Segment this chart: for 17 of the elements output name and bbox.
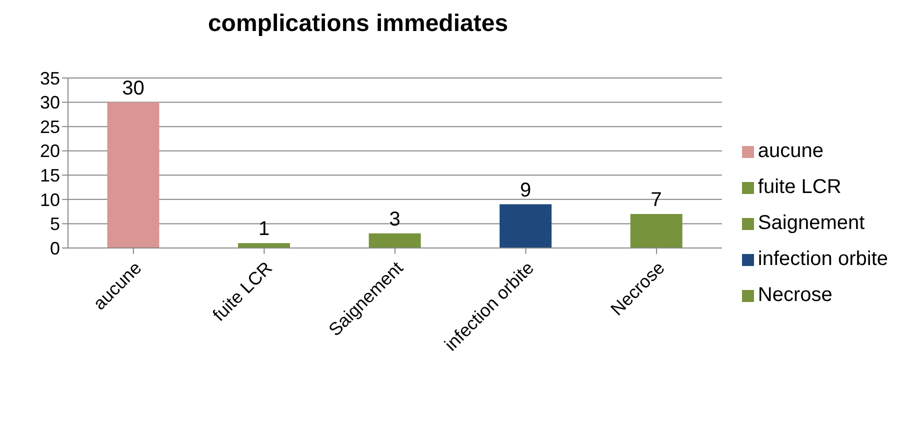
- y-tick-label: 0: [50, 238, 60, 258]
- legend-label: aucune: [758, 140, 824, 162]
- y-tick-label: 30: [40, 92, 60, 113]
- y-tick-label: 15: [40, 166, 60, 186]
- y-tick-label: 5: [50, 214, 60, 234]
- y-tick-label: 20: [40, 141, 60, 162]
- chart-title: complications immediates: [206, 10, 510, 38]
- y-tick-label: 35: [40, 68, 60, 88]
- legend-label: Saignement: [758, 212, 865, 234]
- y-tick-label: 10: [40, 190, 60, 210]
- data-label: 7: [650, 189, 662, 211]
- y-tick-label: 25: [40, 116, 60, 137]
- data-label: 1: [258, 218, 270, 240]
- legend-label: fuite LCR: [758, 176, 842, 198]
- data-label: 30: [122, 77, 144, 100]
- data-label: 3: [389, 208, 400, 230]
- data-label: 9: [520, 179, 532, 202]
